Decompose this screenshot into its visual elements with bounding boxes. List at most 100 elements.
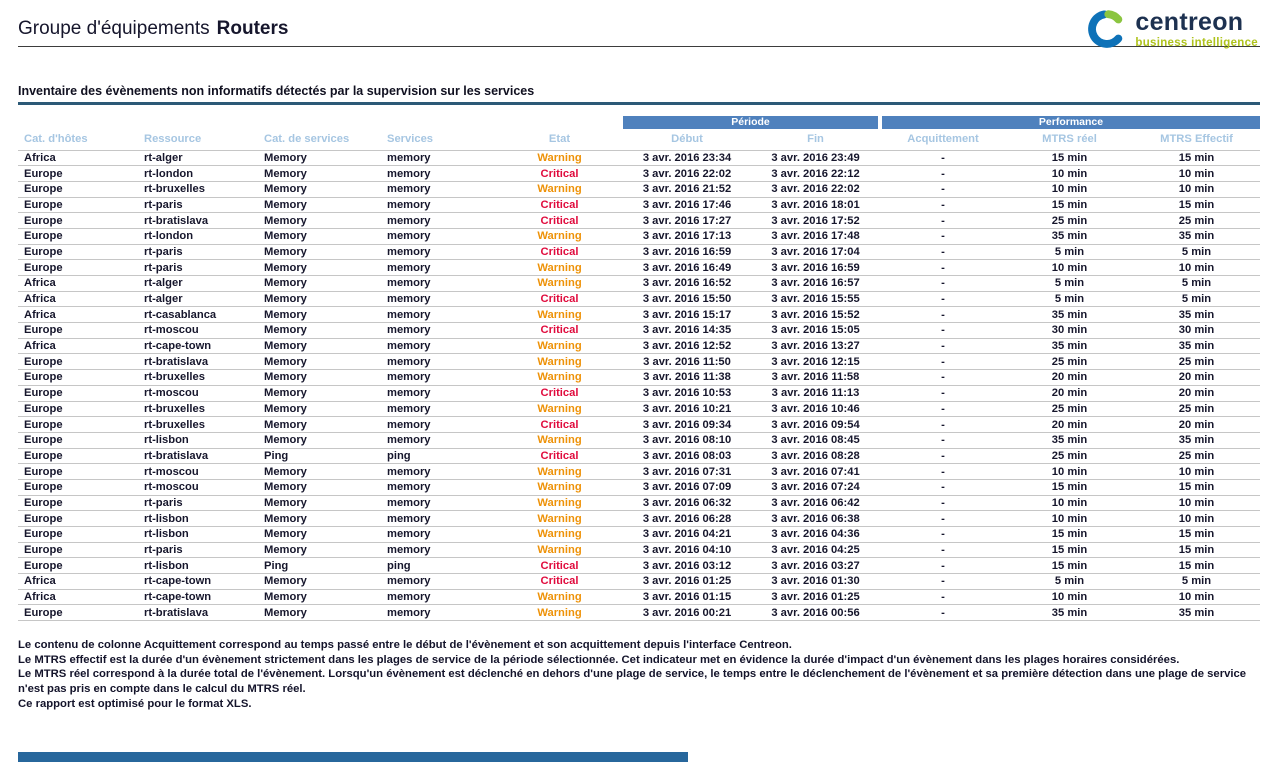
- cell-end: 3 avr. 2016 03:27: [751, 557, 881, 574]
- cell-service: memory: [381, 431, 496, 449]
- cell-host-category: Europe: [18, 369, 138, 386]
- cell-state: Warning: [496, 227, 623, 245]
- cell-mtrs-effective: 5 min: [1133, 275, 1261, 292]
- cell-acknowledgement: -: [880, 196, 1007, 213]
- cell-state: Critical: [496, 322, 623, 339]
- cell-acknowledgement: -: [880, 384, 1007, 401]
- cell-end: 3 avr. 2016 16:57: [751, 275, 881, 292]
- cell-end: 3 avr. 2016 22:02: [751, 180, 881, 198]
- cell-service: memory: [381, 180, 496, 198]
- cell-mtrs-effective: 20 min: [1133, 384, 1261, 401]
- table-row: Europe rt-paris Memory memory Critical 3 avr.…: [18, 196, 1261, 213]
- note-mtrs-reel: Le MTRS réel correspond à la durée total…: [18, 668, 1247, 695]
- logo-text: centreon business intelligence: [1135, 7, 1258, 49]
- cell-service-category: Memory: [258, 384, 381, 401]
- col-header-service-category: Cat. de services: [264, 133, 350, 146]
- cell-service-category: Memory: [258, 212, 381, 229]
- cell-acknowledgement: -: [880, 416, 1007, 433]
- cell-state: Warning: [496, 431, 623, 449]
- cell-acknowledgement: -: [880, 510, 1007, 527]
- report-header: Groupe d'équipements Routers centreon bus…: [18, 0, 1260, 50]
- cell-acknowledgement: -: [880, 463, 1007, 480]
- cell-mtrs-real: 10 min: [1006, 494, 1134, 511]
- cell-acknowledgement: -: [880, 259, 1007, 276]
- cell-start: 3 avr. 2016 10:53: [623, 384, 751, 401]
- cell-end: 3 avr. 2016 07:41: [751, 463, 881, 480]
- cell-start: 3 avr. 2016 17:27: [623, 212, 751, 229]
- cell-state: Warning: [496, 541, 623, 558]
- table-row: Europe rt-moscou Memory memory Warning 3 avr.…: [18, 463, 1261, 480]
- cell-mtrs-real: 15 min: [1006, 149, 1134, 166]
- cell-mtrs-real: 20 min: [1006, 384, 1134, 401]
- cell-start: 3 avr. 2016 16:59: [623, 243, 751, 260]
- group-header-periode: Période: [623, 116, 881, 129]
- cell-service: memory: [381, 290, 496, 307]
- cell-host-category: Europe: [18, 400, 138, 417]
- events-table: Période Performance Cat. d'hôtes Ressour…: [18, 116, 1261, 622]
- cell-resource: rt-casablanca: [138, 306, 258, 323]
- cell-resource: rt-paris: [138, 259, 258, 276]
- cell-resource: rt-lisbon: [138, 557, 258, 574]
- cell-acknowledgement: -: [880, 604, 1007, 622]
- cell-resource: rt-lisbon: [138, 526, 258, 543]
- cell-mtrs-real: 15 min: [1006, 557, 1134, 574]
- cell-start: 3 avr. 2016 01:25: [623, 573, 751, 590]
- cell-mtrs-effective: 10 min: [1133, 165, 1261, 182]
- cell-state: Warning: [496, 494, 623, 511]
- cell-acknowledgement: -: [880, 447, 1007, 464]
- cell-service-category: Ping: [258, 447, 381, 464]
- table-row: Europe rt-paris Memory memory Critical 3 avr.…: [18, 243, 1261, 260]
- centreon-logo: centreon business intelligence: [1086, 8, 1260, 50]
- cell-service: memory: [381, 306, 496, 323]
- table-row: Europe rt-bruxelles Memory memory Warning 3 a…: [18, 180, 1261, 198]
- cell-mtrs-effective: 35 min: [1133, 227, 1261, 245]
- cell-host-category: Europe: [18, 227, 138, 245]
- table-row: Africa rt-alger Memory memory Warning 3 avr. …: [18, 149, 1261, 166]
- cell-resource: rt-bruxelles: [138, 180, 258, 198]
- cell-resource: rt-london: [138, 165, 258, 182]
- cell-service: memory: [381, 196, 496, 213]
- cell-acknowledgement: -: [880, 243, 1007, 260]
- table-row: Europe rt-london Memory memory Warning 3 avr.…: [18, 227, 1261, 245]
- cell-acknowledgement: -: [880, 290, 1007, 307]
- cell-service-category: Memory: [258, 588, 381, 605]
- cell-state: Warning: [496, 478, 623, 496]
- cell-mtrs-real: 25 min: [1006, 212, 1134, 229]
- cell-resource: rt-lisbon: [138, 510, 258, 527]
- col-header-host-category: Cat. d'hôtes: [24, 133, 88, 146]
- table-row: Europe rt-moscou Memory memory Critical 3 avr…: [18, 322, 1261, 339]
- cell-acknowledgement: -: [880, 212, 1007, 229]
- cell-resource: rt-paris: [138, 196, 258, 213]
- cell-service: memory: [381, 494, 496, 511]
- cell-start: 3 avr. 2016 14:35: [623, 322, 751, 339]
- cell-service: memory: [381, 463, 496, 480]
- cell-mtrs-real: 30 min: [1006, 322, 1134, 339]
- cell-end: 3 avr. 2016 07:24: [751, 478, 881, 496]
- cell-host-category: Europe: [18, 212, 138, 229]
- cell-service: memory: [381, 541, 496, 558]
- cell-host-category: Europe: [18, 196, 138, 213]
- table-row: Europe rt-moscou Memory memory Warning 3 avr.…: [18, 478, 1261, 496]
- cell-mtrs-real: 5 min: [1006, 290, 1134, 307]
- equipment-group-value: Routers: [216, 18, 289, 39]
- cell-mtrs-effective: 25 min: [1133, 353, 1261, 370]
- cell-state: Critical: [496, 416, 623, 433]
- table-column-header-row: Cat. d'hôtes Ressource Cat. de services …: [18, 129, 1260, 150]
- cell-host-category: Africa: [18, 306, 138, 323]
- cell-host-category: Europe: [18, 180, 138, 198]
- logo-brand: centreon: [1135, 7, 1244, 36]
- cell-state: Warning: [496, 180, 623, 198]
- table-row: Europe rt-bratislava Memory memory Warning 3 …: [18, 353, 1261, 370]
- cell-end: 3 avr. 2016 08:45: [751, 431, 881, 449]
- cell-mtrs-real: 25 min: [1006, 353, 1134, 370]
- cell-end: 3 avr. 2016 09:54: [751, 416, 881, 433]
- cell-service-category: Memory: [258, 196, 381, 213]
- cell-start: 3 avr. 2016 04:10: [623, 541, 751, 558]
- cell-acknowledgement: -: [880, 588, 1007, 605]
- cell-end: 3 avr. 2016 18:01: [751, 196, 881, 213]
- cell-state: Warning: [496, 259, 623, 276]
- cell-acknowledgement: -: [880, 494, 1007, 511]
- cell-state: Warning: [496, 353, 623, 370]
- cell-mtrs-real: 10 min: [1006, 510, 1134, 527]
- cell-service-category: Memory: [258, 478, 381, 496]
